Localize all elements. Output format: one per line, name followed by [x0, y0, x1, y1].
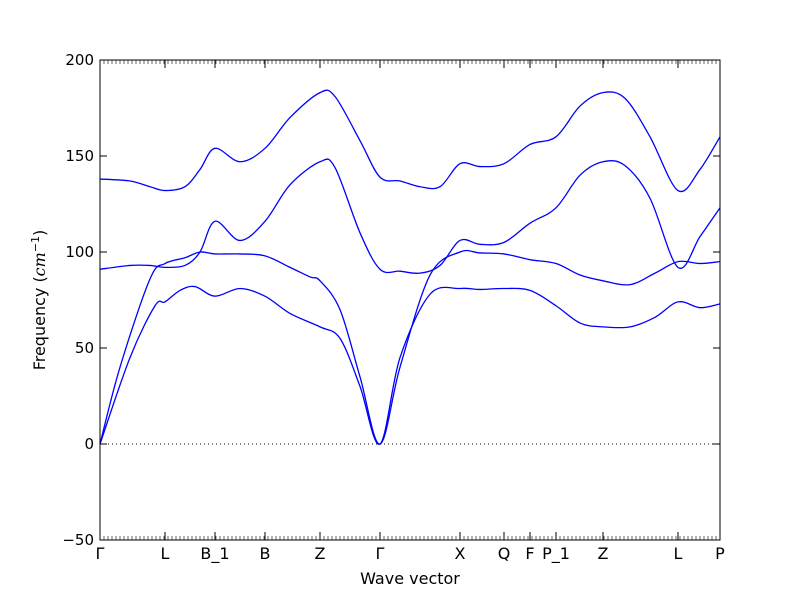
x-tick-label: P_1	[542, 544, 570, 564]
y-axis-ticks: −50 0 50 100 150 200	[62, 51, 720, 549]
x-tick-label: F	[525, 544, 534, 563]
y-axis-label-unit: cm	[30, 252, 49, 276]
y-tick-label: 100	[65, 243, 94, 261]
x-axis-ticks: Γ L B_1 B Z Γ X Q F P_1 Z L P	[96, 60, 725, 564]
x-tick-label: B	[260, 544, 271, 563]
phonon-branch-1	[99, 285, 721, 445]
x-tick-label: Z	[315, 544, 326, 563]
x-tick-label: L	[674, 544, 683, 563]
series-layer	[99, 89, 721, 445]
y-tick-label: 0	[84, 435, 94, 453]
minor-x-ticks	[99, 60, 721, 540]
x-axis-label: Wave vector	[360, 569, 460, 588]
y-axis-label-suffix: )	[30, 230, 49, 236]
phonon-branch-2	[99, 249, 721, 445]
x-tick-label: B_1	[200, 544, 229, 564]
x-tick-label: X	[455, 544, 466, 563]
y-tick-label: 200	[65, 51, 94, 69]
y-axis-label: Frequency (cm−1)	[29, 230, 50, 371]
y-tick-label: −50	[62, 531, 94, 549]
y-axis-label-exponent: −1	[29, 236, 42, 252]
phonon-branch-3	[99, 158, 721, 274]
phonon-branch-4	[99, 89, 721, 193]
x-tick-label: Γ	[376, 544, 385, 563]
x-tick-label: Z	[598, 544, 609, 563]
x-tick-label: Q	[498, 544, 511, 563]
x-tick-label: L	[161, 544, 170, 563]
x-tick-label: Γ	[96, 544, 105, 563]
y-tick-label: 50	[75, 339, 94, 357]
y-tick-label: 150	[65, 147, 94, 165]
y-axis-label-prefix: Frequency (	[30, 276, 49, 370]
x-tick-label: P	[715, 544, 725, 563]
plot-frame	[99, 59, 721, 541]
